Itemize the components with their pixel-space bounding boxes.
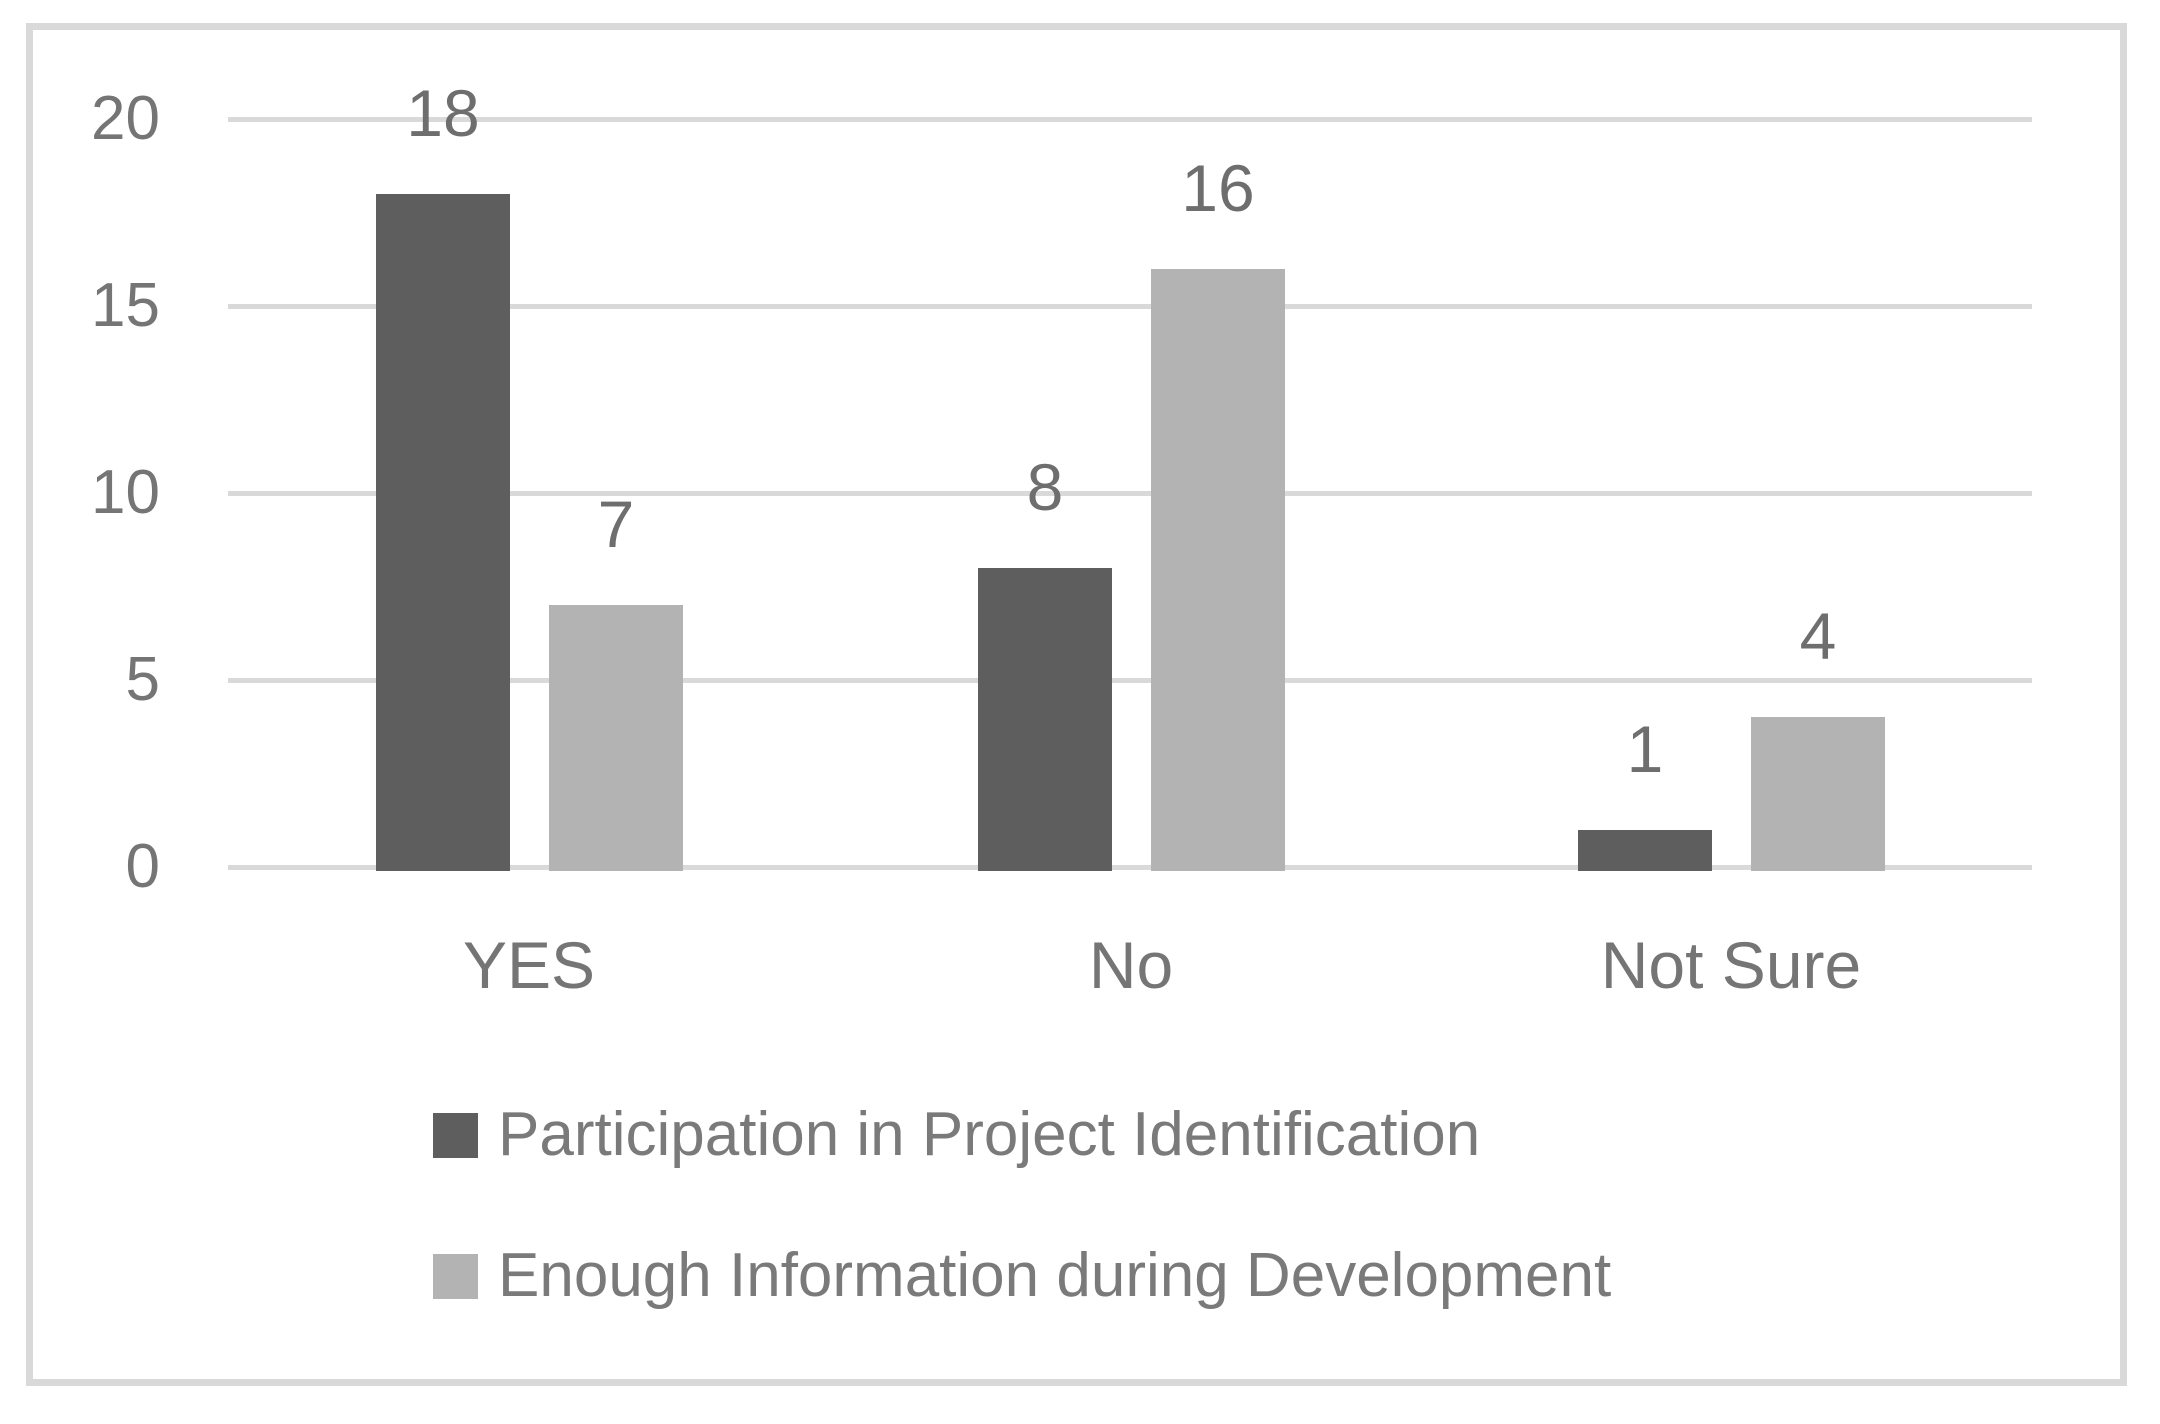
data-label: 8 (1026, 450, 1064, 524)
x-axis-category-label: Not Sure (1600, 928, 1862, 1002)
gridline-y-10 (228, 491, 2032, 496)
y-axis-tick-label: 20 (91, 84, 160, 153)
legend-item: Enough Information during Development (433, 1231, 1611, 1321)
data-label: 4 (1799, 599, 1837, 673)
gridline-y-15 (228, 304, 2032, 309)
data-label: 18 (406, 76, 480, 150)
bar-no-series-1 (978, 568, 1112, 871)
bar-yes-series-2 (549, 605, 683, 871)
y-axis-tick-label: 10 (91, 458, 160, 527)
data-label: 7 (597, 487, 635, 561)
gridline-y-5 (228, 678, 2032, 683)
data-label: 16 (1181, 151, 1255, 225)
legend-item: Participation in Project Identification (433, 1090, 1480, 1180)
data-label: 1 (1626, 712, 1664, 786)
bar-not-sure-series-2 (1751, 717, 1885, 871)
bar-not-sure-series-1 (1578, 830, 1712, 871)
bar-yes-series-1 (376, 194, 510, 871)
gridline-y-0 (228, 865, 2032, 870)
legend-swatch-icon (433, 1253, 478, 1299)
legend-swatch-icon (433, 1112, 478, 1158)
x-axis-category-label: No (1088, 928, 1174, 1002)
legend-label: Enough Information during Development (498, 1241, 1612, 1310)
y-axis-tick-label: 15 (91, 271, 160, 340)
bar-no-series-2 (1151, 269, 1285, 871)
legend-label: Participation in Project Identification (498, 1100, 1481, 1169)
x-axis-category-label: YES (462, 928, 596, 1002)
y-axis-tick-label: 0 (125, 832, 160, 901)
gridline-y-20 (228, 117, 2032, 122)
y-axis-tick-label: 5 (125, 645, 160, 714)
